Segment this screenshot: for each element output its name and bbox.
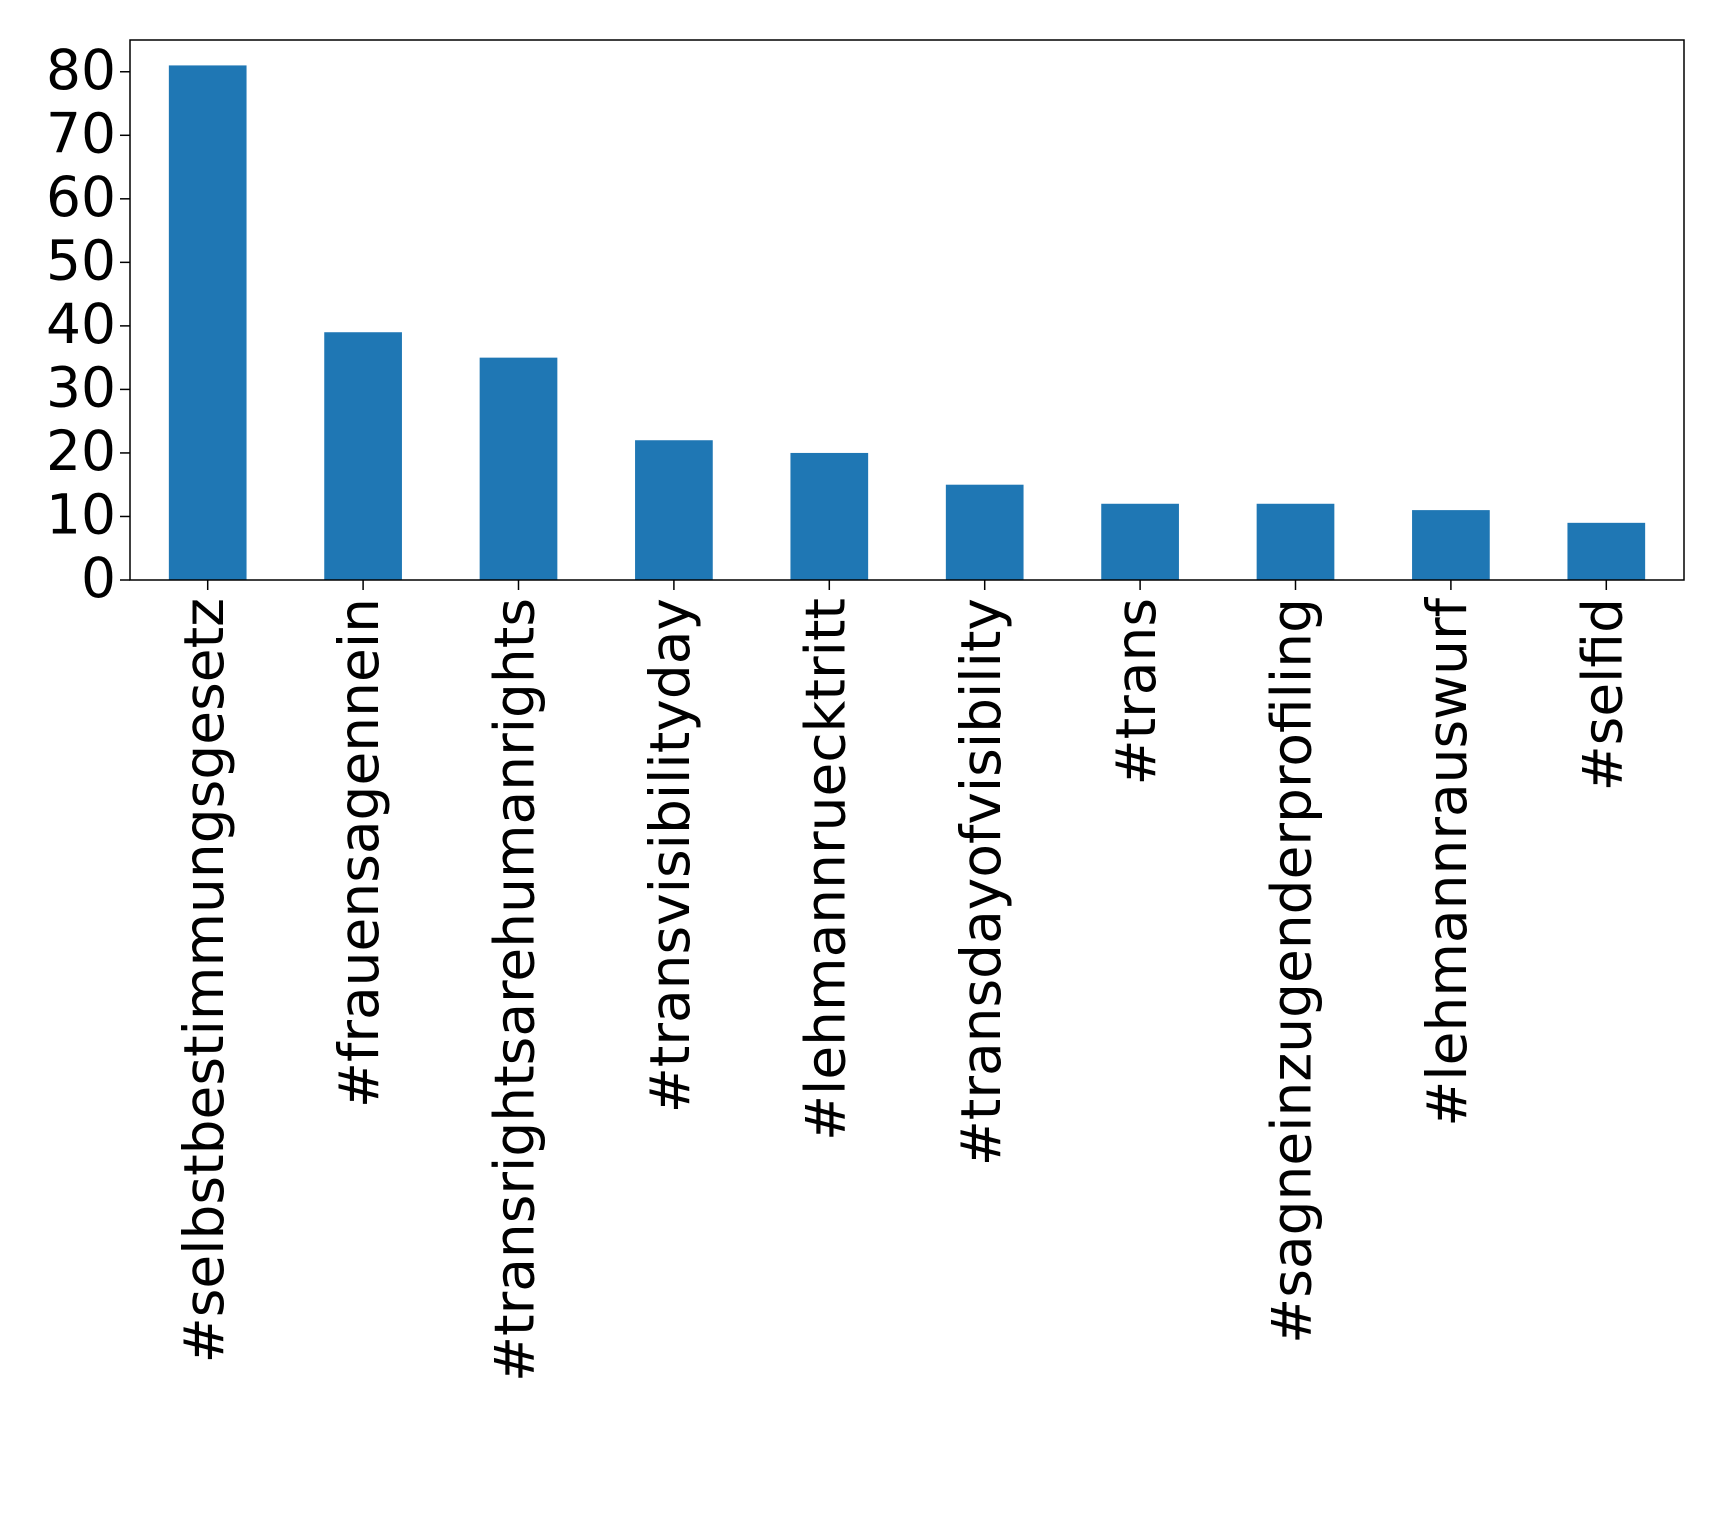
x-tick-label: #selbstbestimmungsgesetz <box>172 598 236 1363</box>
bar <box>324 332 402 580</box>
y-tick-label: 20 <box>46 419 116 483</box>
x-tick-label: #transrightsarehumanrights <box>483 598 547 1382</box>
x-tick-label: #frauensagennein <box>327 598 391 1108</box>
bar <box>168 65 247 581</box>
x-tick-label: #selfid <box>1570 598 1634 791</box>
bar <box>479 357 558 580</box>
y-tick-label: 10 <box>46 483 116 547</box>
y-tick-label: 80 <box>46 38 116 102</box>
bar <box>1101 503 1179 580</box>
x-tick-label: #lehmannruecktritt <box>793 598 857 1141</box>
bar <box>1412 510 1490 580</box>
y-tick-label: 30 <box>46 356 116 420</box>
y-tick-label: 50 <box>46 228 116 292</box>
bar <box>945 484 1024 580</box>
x-tick-label: #transdayofvisibility <box>949 598 1013 1166</box>
bar <box>1256 503 1335 580</box>
x-tick-label: #sagneinzugenderprofiling <box>1260 598 1324 1344</box>
y-tick-label: 70 <box>46 101 116 165</box>
bar <box>635 440 713 580</box>
x-tick-label: #transvisibilityday <box>638 598 702 1113</box>
bar <box>790 452 869 580</box>
y-tick-label: 0 <box>81 546 116 610</box>
bar <box>1567 522 1646 580</box>
x-tick-label: #trans <box>1104 598 1168 785</box>
x-tick-label: #lehmannrauswurf <box>1415 596 1479 1126</box>
y-tick-label: 40 <box>46 292 116 356</box>
y-tick-label: 60 <box>46 165 116 229</box>
plot-frame <box>129 39 1685 581</box>
